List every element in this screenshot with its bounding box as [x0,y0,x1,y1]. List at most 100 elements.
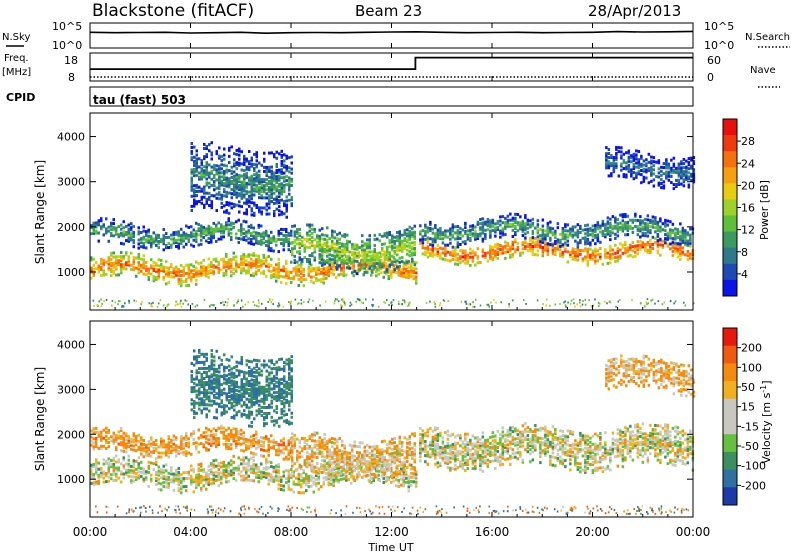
echo-cell [620,150,623,154]
echo-cell [388,257,391,261]
echo-cell [469,224,472,228]
echo-cell [342,467,345,471]
echo-cell [132,479,135,483]
echo-cell [222,227,225,231]
echo-cell [167,274,170,278]
echo-cell [210,183,213,187]
echo-cell [476,255,480,259]
echo-cell [225,273,228,277]
echo-cell [406,240,409,244]
echo-cell [258,206,261,210]
echo-cell [410,274,413,278]
echo-cell [277,257,280,261]
echo-cell [165,447,168,451]
echo-cell [395,262,398,266]
echo-cell [382,481,385,484]
echo-cell [451,233,455,237]
echo-cell [650,159,653,163]
echo-cell [222,460,225,464]
echo-cell [630,156,633,160]
echo-cell [646,230,650,234]
echo-cell [660,173,663,177]
echo-cell [260,178,263,181]
echo-cell [451,223,455,227]
echo-cell [489,229,492,233]
echo-cell [255,159,258,163]
freq-ytick-bottom: 8 [68,71,75,84]
speckle [597,301,600,304]
speckle [536,299,539,302]
echo-cell [501,233,505,237]
echo-cell [247,231,250,235]
echo-cell [370,261,373,265]
echo-cell [218,176,221,180]
echo-cell [197,243,200,247]
echo-cell [92,227,95,231]
echo-cell [283,185,286,189]
echo-cell [616,259,620,263]
speckle [508,305,511,308]
echo-cell [667,166,671,170]
echo-cell [456,258,460,262]
echo-cell [198,185,201,189]
echo-cell [202,443,205,447]
echo-cell [300,467,303,470]
echo-cell [157,236,160,239]
echo-cell [223,210,226,214]
echo-cell [436,234,440,238]
echo-cell [147,269,150,273]
speckle [180,299,182,302]
echo-cell [127,474,130,478]
echo-cell [275,195,278,199]
echo-cell [147,234,150,238]
echo-cell [576,235,580,239]
echo-cell [584,257,587,261]
echo-cell [180,282,183,286]
echo-cell [142,264,145,268]
echo-cell [630,174,633,178]
echo-cell [386,270,389,274]
echo-cell [551,243,555,247]
echo-cell [566,239,570,243]
echo-cell [135,475,138,479]
echo-cell [257,470,260,474]
echo-cell [252,467,255,471]
echo-cell [293,230,296,234]
echo-cell [230,260,233,264]
echo-cell [270,479,273,483]
echo-cell [170,265,173,268]
echo-cell [342,266,345,269]
echo-cell [167,471,170,475]
echo-cell [328,247,331,251]
echo-cell [360,263,363,267]
echo-cell [165,244,168,248]
echo-cell [519,221,522,225]
echo-cell [660,165,663,169]
echo-cell [491,222,495,226]
echo-cell [92,263,95,267]
echo-cell [348,256,351,260]
echo-cell [546,234,550,238]
echo-cell [212,228,215,231]
echo-cell [591,249,595,253]
echo-cell [290,476,293,480]
echo-cell [172,488,175,492]
echo-cell [250,164,253,168]
echo-cell [681,234,685,238]
echo-cell [649,229,652,233]
echo-cell [195,161,198,165]
echo-cell [412,267,415,270]
echo-cell [172,472,175,476]
echo-cell [210,141,213,145]
echo-cell [277,276,280,280]
echo-cell [215,239,218,243]
echo-cell [238,157,241,161]
echo-cell [228,179,231,183]
echo-cell [439,235,442,238]
echo-cell [625,151,628,155]
echo-cell [97,481,100,485]
echo-cell [152,277,155,281]
echo-cell [519,225,522,229]
echo-cell [561,243,565,247]
echo-cell [677,172,681,176]
